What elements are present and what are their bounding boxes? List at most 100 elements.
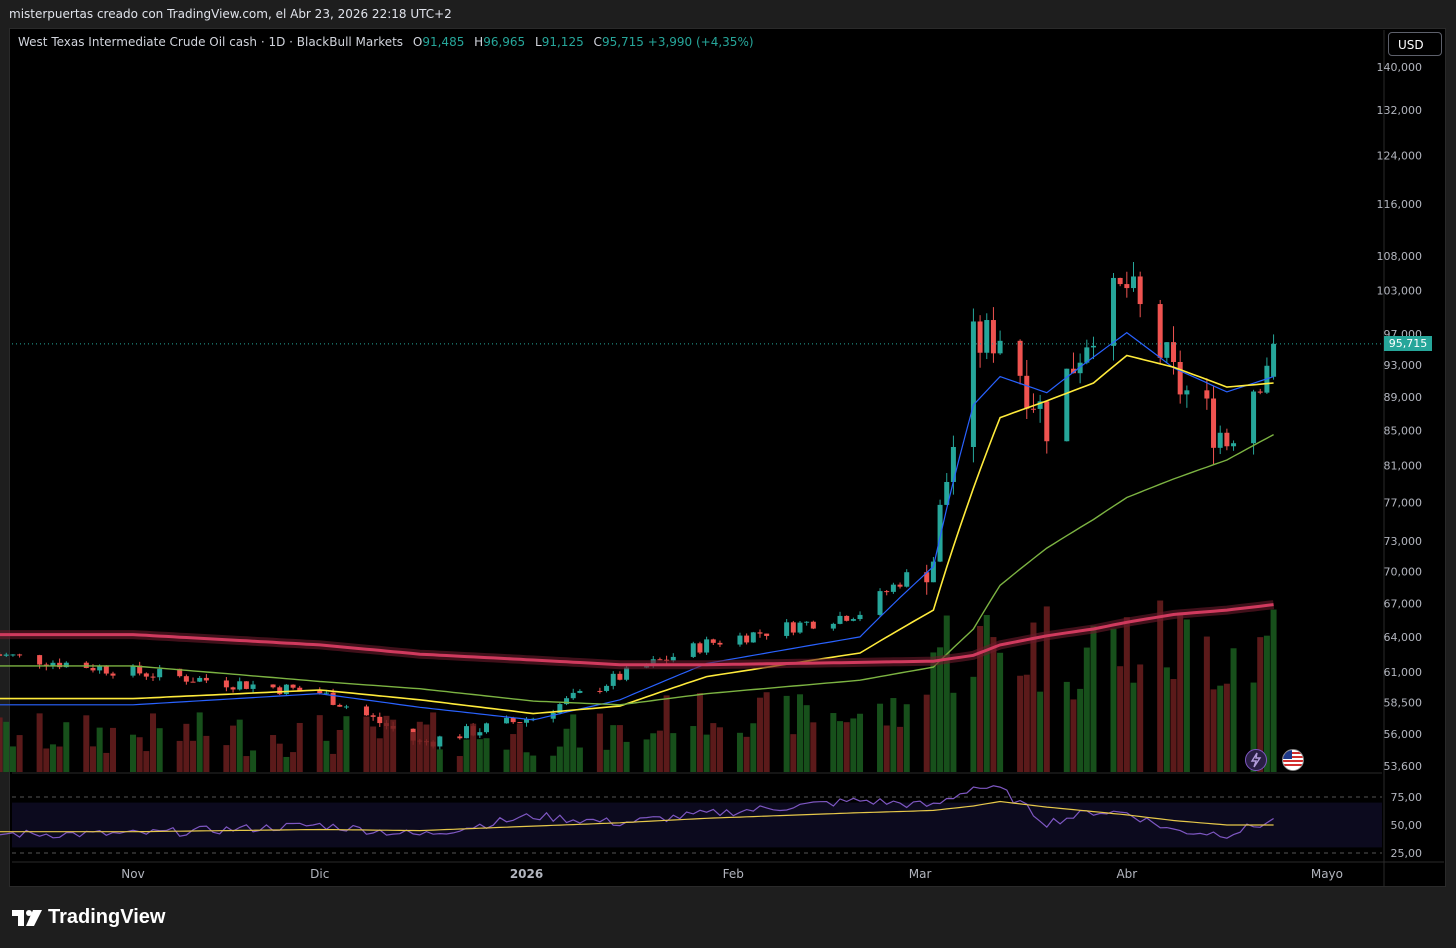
price-axis-label: 108,000 <box>1377 250 1423 263</box>
candle-body <box>1257 391 1263 393</box>
volume-bar <box>696 693 703 772</box>
candle-body <box>1251 391 1257 444</box>
volume-bar <box>0 717 3 772</box>
candle-body <box>10 654 16 656</box>
volume-bar <box>943 615 950 772</box>
volume-bar <box>603 749 610 772</box>
moving-average-line <box>0 354 1274 715</box>
volume-bar <box>1217 685 1224 772</box>
lightning-icon[interactable] <box>1245 749 1267 771</box>
low-value: 91,125 <box>541 35 584 49</box>
price-axis-label: 116,000 <box>1377 198 1423 211</box>
currency-button[interactable]: USD <box>1388 32 1442 56</box>
volume-bar <box>977 626 984 772</box>
candle-body <box>970 321 976 447</box>
candle-body <box>17 654 23 656</box>
candle-body <box>317 690 323 694</box>
high-label: H <box>474 35 484 49</box>
rsi-axis-label: 75,00 <box>1391 791 1423 804</box>
volume-bar <box>1063 681 1070 772</box>
candle-body <box>50 662 56 667</box>
candle-body <box>1164 342 1170 358</box>
volume-bar <box>250 750 257 772</box>
volume-bar <box>643 739 650 772</box>
candle-body <box>1224 432 1230 447</box>
us-flag-icon[interactable] <box>1282 749 1304 771</box>
volume-bar <box>290 752 297 772</box>
volume-bar <box>843 722 850 772</box>
candle-body <box>937 504 943 562</box>
price-axis-label: 89,000 <box>1384 391 1423 404</box>
rsi-axis-label: 25,00 <box>1391 847 1423 860</box>
candle-body <box>877 591 883 615</box>
candle-body <box>510 717 516 723</box>
volume-bar <box>183 723 190 772</box>
candle-body <box>37 655 43 665</box>
volume-bar <box>343 716 350 772</box>
candle-body <box>90 667 96 671</box>
candle-body <box>57 662 63 668</box>
volume-bar <box>983 615 990 772</box>
volume-bar <box>1110 628 1117 772</box>
candle-body <box>1044 401 1050 442</box>
candle-body <box>717 642 723 645</box>
volume-bar <box>270 735 277 772</box>
volume-bar <box>1230 648 1237 772</box>
volume-bar <box>336 729 343 772</box>
change-value: +3,990 (+4,35%) <box>647 35 754 49</box>
candle-body <box>844 615 850 621</box>
volume-bar <box>576 747 583 772</box>
volume-bar <box>790 734 797 772</box>
candle-body <box>690 643 696 657</box>
candle-body <box>1124 284 1130 289</box>
price-axis-label: 140,000 <box>1377 61 1423 74</box>
volume-bar <box>96 727 103 772</box>
candle-body <box>757 632 763 634</box>
candle-body <box>617 673 623 680</box>
volume-bar <box>1117 666 1124 772</box>
candle-body <box>1231 443 1237 447</box>
candle-body <box>1184 390 1190 395</box>
candle-body <box>790 622 796 633</box>
symbol-name[interactable]: West Texas Intermediate Crude Oil cash ·… <box>18 35 404 49</box>
candle-body <box>697 643 703 653</box>
volume-bar <box>1270 609 1277 772</box>
candle-body <box>1117 277 1123 285</box>
candle-body <box>177 668 183 677</box>
volume-bar <box>283 756 290 772</box>
candle-body <box>890 584 896 592</box>
volume-bar <box>783 695 790 772</box>
volume-bar <box>756 697 763 772</box>
candle-body <box>1110 277 1116 346</box>
volume-bar <box>316 715 323 772</box>
volume-bar <box>1123 617 1130 772</box>
candle-body <box>137 665 143 674</box>
candle-body <box>1037 401 1043 409</box>
volume-bar <box>1043 606 1050 772</box>
candle-body <box>517 722 523 724</box>
candle-body <box>1030 408 1036 410</box>
candle-body <box>977 321 983 353</box>
moving-average-glow <box>0 600 1275 670</box>
candle-body <box>577 690 583 693</box>
volume-bar <box>1250 682 1257 772</box>
caption-bar: misterpuertas creado con TradingView.com… <box>0 0 1456 28</box>
volume-bar <box>877 703 884 772</box>
volume-bar <box>9 746 16 772</box>
brand-name: TradingView <box>48 906 166 928</box>
volume-bar <box>89 746 96 772</box>
volume-bar <box>1037 691 1044 772</box>
volume-bar <box>1137 664 1144 772</box>
candle-body <box>130 665 136 676</box>
price-axis-label: 85,000 <box>1384 424 1423 437</box>
volume-bar <box>103 752 110 772</box>
candle-body <box>990 320 996 354</box>
candle-body <box>524 719 530 723</box>
candle-body <box>1204 390 1210 399</box>
last-price-tag: 95,715 <box>1384 336 1432 351</box>
volume-bar <box>997 652 1004 772</box>
candle-body <box>1271 343 1277 377</box>
volume-bar <box>1210 689 1217 772</box>
candle-body <box>504 717 510 724</box>
